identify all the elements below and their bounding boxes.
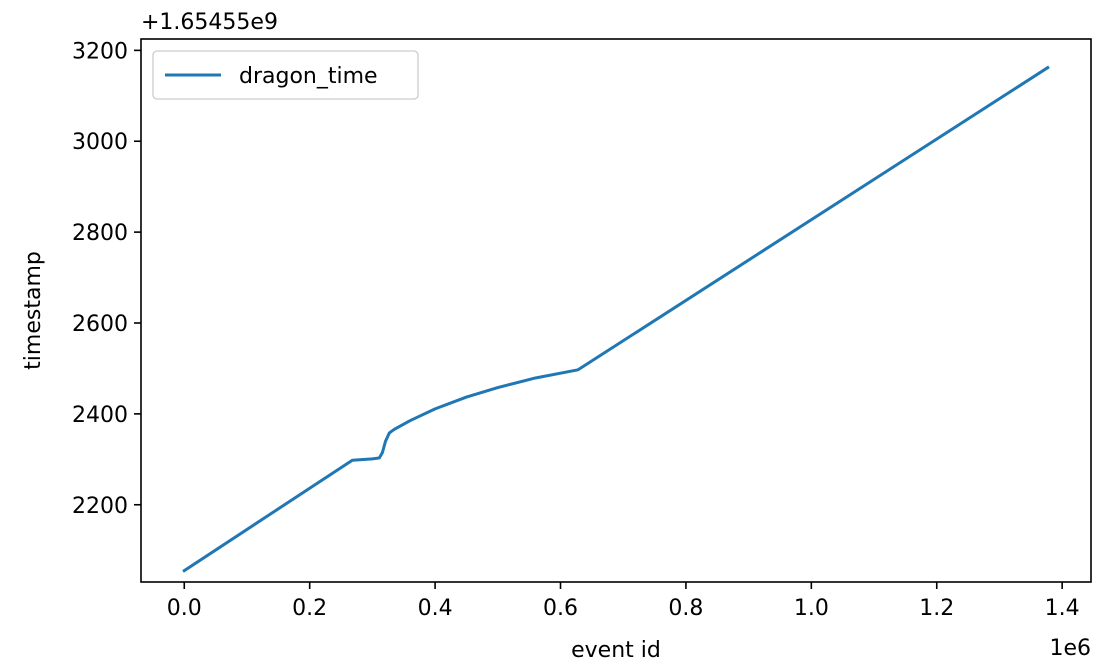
x-tick-label: 1.2 (919, 596, 954, 621)
y-tick-label: 2200 (72, 494, 128, 519)
legend-entry-label: dragon_time (239, 64, 378, 89)
axes-frame (140, 38, 1092, 583)
y-tick-label: 2600 (72, 312, 128, 337)
x-tick-label: 0.8 (668, 596, 703, 621)
legend: dragon_time (152, 50, 419, 100)
y-tick-label: 2800 (72, 221, 128, 246)
x-tick-label: 0.6 (543, 596, 578, 621)
y-tick-label: 3000 (72, 130, 128, 155)
x-axis-offset-text: 1e6 (1049, 636, 1091, 661)
x-tick-label: 0.2 (292, 596, 327, 621)
y-tick-label: 2400 (72, 403, 128, 428)
legend-box (152, 50, 419, 100)
y-tick-label: 3200 (72, 39, 128, 64)
y-axis-label: timestamp (21, 251, 46, 370)
x-tick-label: 0.4 (418, 596, 453, 621)
x-axis-label: event id (571, 638, 661, 663)
x-tick-label: 1.4 (1045, 596, 1080, 621)
x-tick-label: 0.0 (167, 596, 202, 621)
y-axis-offset-text: +1.65455e9 (141, 10, 278, 35)
plot-area (182, 65, 1050, 573)
x-tick-label: 1.0 (794, 596, 829, 621)
series-line-dragon_time (182, 65, 1050, 573)
axes: 0.0 0.2 0.4 0.6 0.8 1.0 1.2 1.4 2200 2400 2600 2800… (72, 38, 1092, 621)
